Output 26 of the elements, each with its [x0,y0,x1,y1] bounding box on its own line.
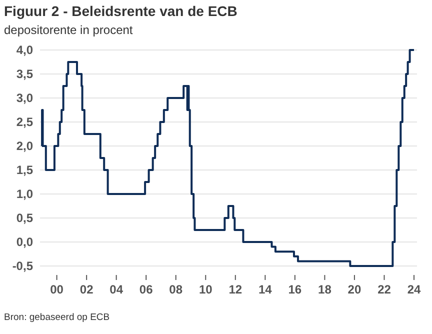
x-tick-label: 06 [139,282,154,297]
y-tick-label: 0,5 [16,210,34,225]
chart-subtitle: depositorente in procent [4,23,134,37]
chart-title: Figuur 2 - Beleidsrente van de ECB [4,3,238,19]
y-tick-label: 1,0 [16,186,34,201]
x-tick-label: 00 [50,282,64,297]
x-tick-label: 16 [288,282,302,297]
y-tick-label: 0,0 [16,234,34,249]
y-tick-label: 3,0 [16,90,34,105]
y-tick-label: 4,0 [16,42,34,57]
x-tick-label: 14 [258,282,272,297]
x-tick-label: 10 [198,282,213,297]
x-tick-label: 18 [318,282,332,297]
x-tick-label: 12 [228,282,242,297]
text: Bron: gebaseerd op ECB [4,312,110,323]
x-tick-label: 24 [407,282,421,297]
y-tick-label: 1,5 [16,162,34,177]
x-tick-label: 20 [348,282,362,297]
y-tick-label: 3,5 [16,66,34,81]
x-tick-label: 22 [378,282,392,297]
x-tick-label: 08 [169,282,183,297]
y-tick-label: 2,0 [16,138,34,153]
y-tick-label: 2,5 [16,114,34,129]
y-tick-label: -0,5 [12,258,34,273]
x-tick-label: 02 [80,282,94,297]
x-tick-label: 04 [110,282,124,297]
